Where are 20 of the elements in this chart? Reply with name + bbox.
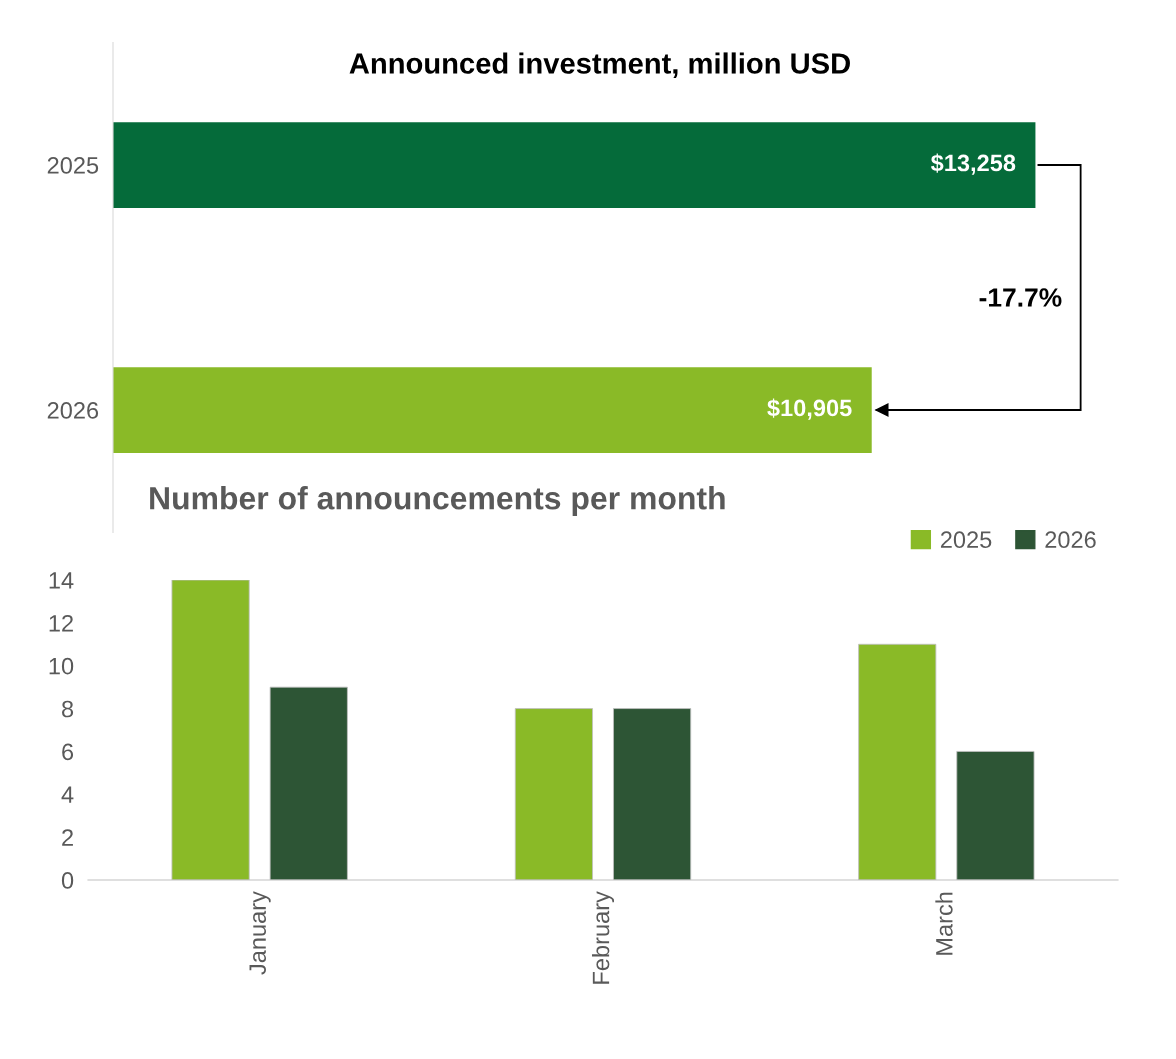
y-tick-label: 8 <box>62 700 74 718</box>
data-label: $10,905 <box>767 398 852 420</box>
y-tick-label: 12 <box>49 614 73 632</box>
legend-label: 2025 <box>940 531 992 549</box>
y-tick-label: 10 <box>49 657 74 675</box>
x-tick-label: March <box>935 892 953 955</box>
y-tick-label: 2026 <box>47 402 99 419</box>
y-tick-label: 2 <box>62 829 73 846</box>
legend-label: 2026 <box>1045 531 1096 549</box>
x-tick-label: February <box>591 891 615 984</box>
y-tick-label: 4 <box>61 786 74 803</box>
annotation: -17.7% <box>979 288 1062 307</box>
y-tick-label: 2025 <box>47 157 99 174</box>
y-tick-label: 0 <box>61 872 74 889</box>
chart-title: Announced investment, million USD <box>349 52 850 79</box>
y-tick-label: 6 <box>62 743 74 761</box>
chart-title: Number of announcements per month <box>150 486 725 516</box>
y-tick-label: 14 <box>49 572 74 589</box>
x-tick-label: January <box>249 891 271 975</box>
data-label: $13,258 <box>930 153 1016 175</box>
